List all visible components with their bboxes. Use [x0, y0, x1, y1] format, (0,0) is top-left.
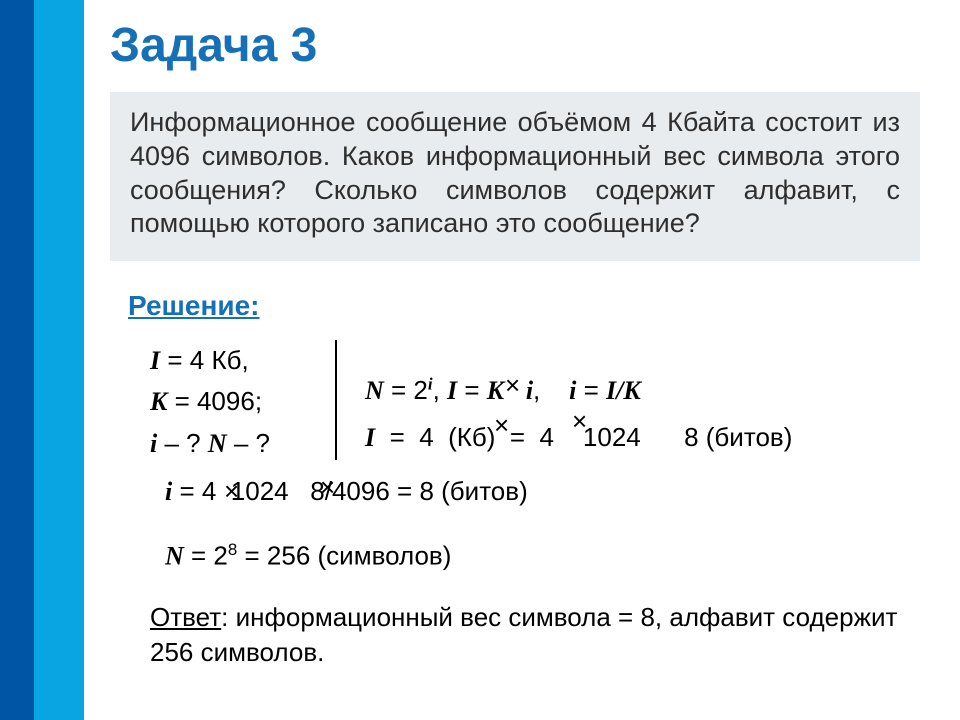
given-line-3: i – ? N – ?: [150, 423, 335, 464]
given-block: I = 4 Кб, K = 4096; i – ? N – ?: [150, 340, 335, 464]
slide-page: Задача 3 Информационное сообщение объёмо…: [0, 0, 960, 720]
mult-sign-1: ×: [505, 370, 520, 401]
var-N: N: [208, 429, 227, 458]
formula-line-2: I = 4 (Кб) = 4 1024 8 (битов): [365, 417, 925, 458]
answer-text: : информационный вес символа = 8, алфави…: [150, 602, 897, 667]
given-line-3-mid: – ?: [157, 428, 208, 458]
answer-block: Ответ: информационный вес символа = 8, а…: [150, 600, 920, 670]
given-line-3-end: – ?: [227, 428, 270, 458]
mult-sign-5: ×: [320, 472, 335, 503]
mult-sign-2: ×: [494, 410, 509, 441]
var-I: I: [150, 346, 160, 375]
sidebar-stripe-inner: [34, 0, 84, 720]
formulas-block: N = 2i, I = K i, i = I/K I = 4 (Кб) = 4 …: [365, 370, 925, 459]
mult-sign-3: ×: [572, 406, 587, 437]
formula-line-1: N = 2i, I = K i, i = I/K: [365, 370, 925, 411]
given-divider: [335, 340, 337, 460]
given-line-1-rest: = 4 Кб,: [160, 345, 249, 375]
mult-sign-4: ×: [224, 476, 239, 507]
problem-statement: Информационное сообщение объёмом 4 Кбайт…: [110, 92, 920, 261]
solution-heading: Решение:: [128, 290, 238, 322]
sidebar-stripe-outer: [0, 0, 34, 720]
given-line-2-rest: = 4096;: [167, 386, 262, 416]
given-line-1: I = 4 Кб,: [150, 340, 335, 381]
var-K: K: [150, 387, 167, 416]
answer-label: Ответ: [150, 602, 221, 632]
calc-n-line: N = 28 = 256 (символов): [165, 540, 925, 572]
slide-title: Задача 3: [110, 18, 317, 73]
given-line-2: K = 4096;: [150, 381, 335, 422]
calc-i-line: i = 4 1024 8/4096 = 8 (битов): [165, 476, 925, 507]
